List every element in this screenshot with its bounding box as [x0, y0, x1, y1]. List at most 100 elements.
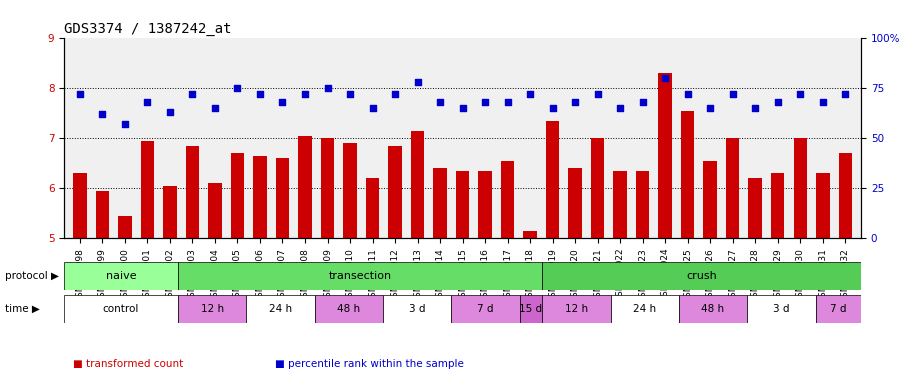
- Point: [343, 91, 357, 98]
- Text: naive: naive: [105, 271, 136, 281]
- Text: time ▶: time ▶: [5, 304, 39, 314]
- Point: [117, 121, 132, 127]
- Bar: [747, 295, 815, 323]
- Bar: [299, 136, 311, 238]
- Point: [365, 105, 380, 111]
- Text: ■ transformed count: ■ transformed count: [73, 359, 183, 369]
- Bar: [838, 153, 852, 238]
- Bar: [636, 170, 649, 238]
- Bar: [64, 295, 178, 323]
- Point: [613, 105, 627, 111]
- Bar: [314, 295, 383, 323]
- Bar: [659, 73, 672, 238]
- Bar: [523, 230, 537, 238]
- Text: control: control: [103, 304, 139, 314]
- Bar: [95, 190, 109, 238]
- Bar: [793, 138, 807, 238]
- Bar: [519, 295, 542, 323]
- Point: [410, 79, 425, 85]
- Text: 3 d: 3 d: [409, 304, 425, 314]
- Point: [275, 99, 289, 105]
- Bar: [365, 178, 379, 238]
- Bar: [771, 173, 784, 238]
- Bar: [591, 138, 605, 238]
- Point: [838, 91, 853, 98]
- Point: [140, 99, 155, 105]
- Point: [545, 105, 560, 111]
- Point: [500, 99, 515, 105]
- Point: [208, 105, 223, 111]
- Bar: [388, 146, 402, 238]
- Bar: [614, 170, 627, 238]
- Bar: [748, 178, 762, 238]
- Bar: [64, 262, 178, 290]
- Bar: [321, 138, 334, 238]
- Bar: [178, 295, 246, 323]
- Text: 12 h: 12 h: [201, 304, 224, 314]
- Point: [568, 99, 583, 105]
- Point: [321, 85, 335, 91]
- Bar: [679, 295, 747, 323]
- Point: [253, 91, 267, 98]
- Text: 24 h: 24 h: [633, 304, 656, 314]
- Bar: [542, 295, 611, 323]
- Bar: [208, 183, 222, 238]
- Text: 15 d: 15 d: [519, 304, 542, 314]
- Bar: [726, 138, 739, 238]
- Bar: [344, 143, 356, 238]
- Point: [590, 91, 605, 98]
- Text: 24 h: 24 h: [269, 304, 292, 314]
- Text: 12 h: 12 h: [565, 304, 588, 314]
- Text: crush: crush: [686, 271, 717, 281]
- Bar: [815, 295, 861, 323]
- Bar: [73, 173, 87, 238]
- Bar: [569, 168, 582, 238]
- Bar: [253, 156, 267, 238]
- Bar: [163, 186, 177, 238]
- Bar: [452, 295, 519, 323]
- Bar: [276, 158, 289, 238]
- Point: [703, 105, 717, 111]
- Bar: [501, 161, 515, 238]
- Point: [163, 109, 178, 115]
- Text: ■ percentile rank within the sample: ■ percentile rank within the sample: [275, 359, 463, 369]
- Point: [455, 105, 470, 111]
- Point: [387, 91, 402, 98]
- Point: [523, 91, 538, 98]
- Point: [681, 91, 695, 98]
- Text: transection: transection: [329, 271, 392, 281]
- Bar: [410, 131, 424, 238]
- Bar: [816, 173, 830, 238]
- Bar: [478, 170, 492, 238]
- Bar: [246, 295, 314, 323]
- Point: [747, 105, 762, 111]
- Point: [770, 99, 785, 105]
- Bar: [433, 168, 447, 238]
- Point: [725, 91, 740, 98]
- Text: GDS3374 / 1387242_at: GDS3374 / 1387242_at: [64, 22, 232, 36]
- Point: [72, 91, 87, 98]
- Text: 48 h: 48 h: [337, 304, 360, 314]
- Text: protocol ▶: protocol ▶: [5, 271, 59, 281]
- Bar: [546, 121, 560, 238]
- Point: [185, 91, 200, 98]
- Point: [793, 91, 808, 98]
- Point: [636, 99, 650, 105]
- Bar: [611, 295, 679, 323]
- Bar: [141, 141, 154, 238]
- Bar: [118, 216, 132, 238]
- Point: [815, 99, 830, 105]
- Point: [298, 91, 312, 98]
- Bar: [178, 262, 542, 290]
- Bar: [681, 111, 694, 238]
- Point: [658, 75, 672, 81]
- Point: [95, 111, 110, 118]
- Text: 7 d: 7 d: [477, 304, 494, 314]
- Text: 48 h: 48 h: [702, 304, 725, 314]
- Bar: [383, 295, 452, 323]
- Text: 7 d: 7 d: [830, 304, 846, 314]
- Bar: [456, 170, 469, 238]
- Point: [478, 99, 493, 105]
- Text: 3 d: 3 d: [773, 304, 790, 314]
- Bar: [542, 262, 861, 290]
